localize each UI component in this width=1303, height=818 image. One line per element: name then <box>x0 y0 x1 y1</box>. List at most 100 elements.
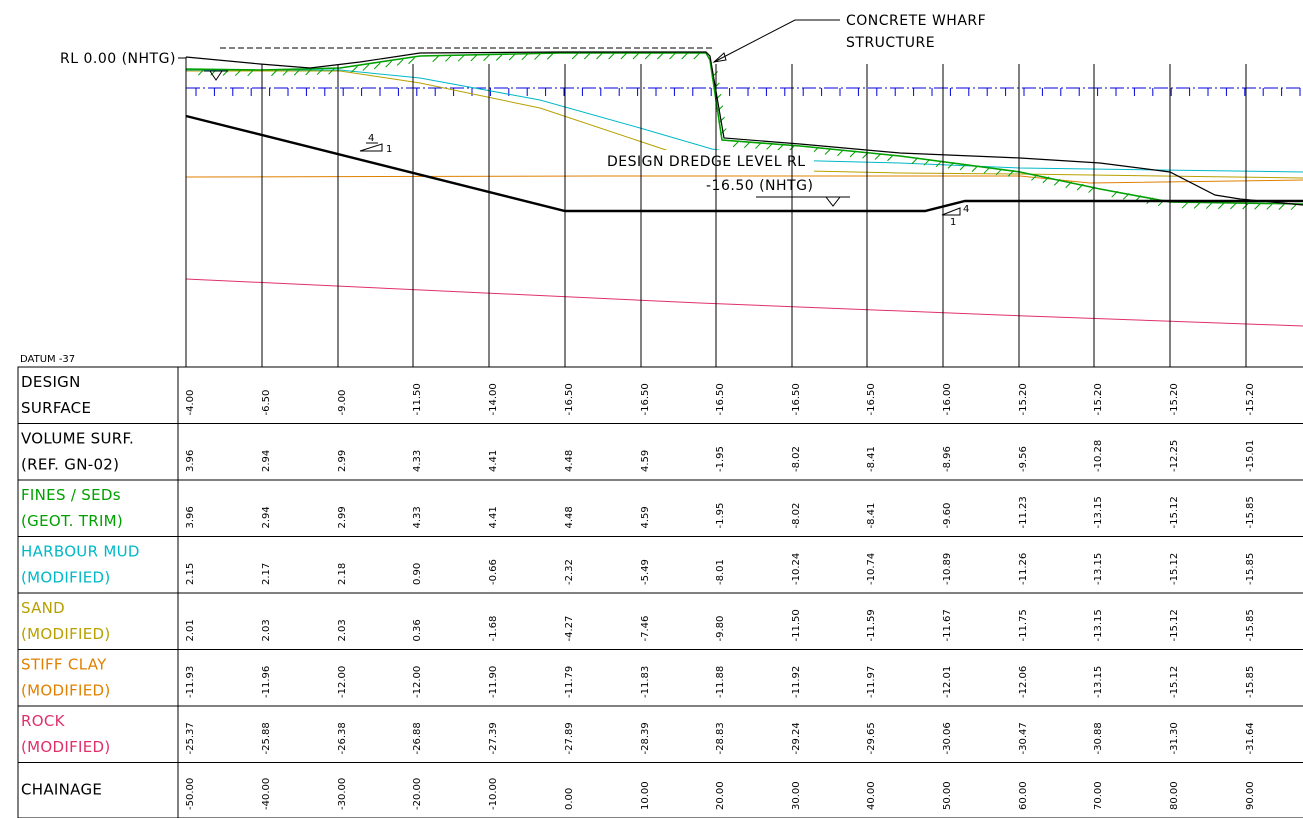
cell-volume: 4.33 <box>412 450 423 472</box>
row-label-clay: STIFF CLAY <box>21 656 107 674</box>
hatch-tick <box>1205 202 1213 209</box>
hatch-tick <box>247 69 255 77</box>
cell-rock: -30.06 <box>942 722 953 754</box>
hatch-tick <box>445 55 452 62</box>
hatch-tick <box>755 142 762 149</box>
hatch-tick <box>1193 202 1201 209</box>
cell-design: -16.50 <box>564 383 575 415</box>
slope-indicator-right: 4 1 <box>941 204 969 228</box>
dredge-level-triangle-icon <box>824 196 842 207</box>
hatch-tick <box>305 68 313 76</box>
hatch-tick <box>711 71 719 78</box>
cell-chainage: 30.00 <box>791 781 802 810</box>
profile-section: RL 0.00 (NHTG) CONCRETE WHARF STRUCTURE … <box>20 13 1303 365</box>
hatch-tick <box>681 52 689 60</box>
cell-chainage: 90.00 <box>1245 781 1256 810</box>
cell-chainage: 40.00 <box>866 781 877 810</box>
chainage-vertical-lines <box>185 57 1247 367</box>
hatch-tick <box>959 163 967 171</box>
row-sublabel-fines: (GEOT. TRIM) <box>21 512 123 530</box>
cell-volume: -8.41 <box>866 446 877 472</box>
hatch-tick <box>849 150 857 158</box>
cell-volume: -15.01 <box>1245 440 1256 472</box>
cell-fines: 4.33 <box>412 506 423 528</box>
cell-mud: -15.12 <box>1169 553 1180 585</box>
cell-chainage: 10.00 <box>640 781 651 810</box>
svg-text:4: 4 <box>963 204 969 215</box>
hatch-tick <box>1065 181 1073 189</box>
cell-mud: -2.32 <box>564 559 575 585</box>
hatch-tick <box>743 141 751 149</box>
hatch-tick <box>1218 202 1225 210</box>
cell-fines: -1.95 <box>715 503 726 529</box>
row-label-design: DESIGN <box>21 373 81 391</box>
hatch-tick <box>362 64 370 71</box>
cell-fines: 4.59 <box>640 506 651 528</box>
cell-mud: 0.90 <box>412 563 423 585</box>
row-label-chainage: CHAINAGE <box>21 781 102 799</box>
cell-design: -14.00 <box>488 383 499 415</box>
cell-sand: -15.12 <box>1169 609 1180 641</box>
svg-text:1: 1 <box>950 217 956 228</box>
row-sublabel-design: SURFACE <box>21 399 91 417</box>
hatch-tick <box>1122 192 1130 200</box>
hatch-tick <box>1007 170 1015 177</box>
cell-clay: -11.79 <box>564 666 575 698</box>
cell-rock: -30.88 <box>1093 722 1104 754</box>
cell-fines: -11.23 <box>1018 496 1029 528</box>
hatch-tick <box>483 54 490 61</box>
cell-volume: -8.96 <box>942 446 953 472</box>
cell-design: -4.00 <box>185 390 196 416</box>
hatch-tick <box>1254 202 1261 210</box>
cell-rock: -25.88 <box>261 722 272 754</box>
hatch-tick <box>496 54 503 61</box>
cell-sand: 2.01 <box>185 619 196 641</box>
hatch-tick <box>1076 183 1084 191</box>
cell-chainage: -30.00 <box>337 778 348 810</box>
cell-sand: 0.36 <box>412 619 423 641</box>
water-level-triangle-icon <box>209 70 223 81</box>
svg-text:4: 4 <box>368 133 374 144</box>
cell-sand: -4.27 <box>564 616 575 642</box>
cell-fines: 2.99 <box>337 506 348 528</box>
cell-sand: -11.59 <box>866 609 877 641</box>
hatch-tick <box>693 52 701 60</box>
row-label-rock: ROCK <box>21 712 66 730</box>
cell-design: -16.50 <box>640 383 651 415</box>
cell-sand: -11.67 <box>942 609 953 641</box>
cell-design: -16.50 <box>791 383 802 415</box>
cell-volume: -8.02 <box>791 446 802 472</box>
hatch-tick <box>1111 190 1119 198</box>
cell-mud: -0.66 <box>488 559 499 585</box>
cell-clay: -12.06 <box>1018 666 1029 698</box>
hatch-tick <box>1181 201 1189 209</box>
hatch-tick <box>1278 203 1286 210</box>
cell-design: -16.00 <box>942 383 953 415</box>
wharf-leader-arrow-icon <box>712 52 727 63</box>
cell-design: -6.50 <box>261 390 272 416</box>
row-sublabel-clay: (MODIFIED) <box>21 682 111 700</box>
cell-mud: 2.17 <box>261 563 272 585</box>
cell-fines: -13.15 <box>1093 496 1104 528</box>
hatch-tick <box>234 69 242 77</box>
slope-indicator-left: 4 1 <box>359 133 392 155</box>
hatch-tick <box>995 168 1003 176</box>
cell-mud: 2.15 <box>185 563 196 585</box>
cell-volume: 4.48 <box>564 450 575 472</box>
hatch-tick <box>632 52 640 60</box>
cell-chainage: -10.00 <box>488 778 499 810</box>
svg-text:1: 1 <box>386 144 392 155</box>
row-label-sand: SAND <box>21 599 65 617</box>
cell-chainage: 80.00 <box>1169 781 1180 810</box>
cell-chainage: -50.00 <box>185 778 196 810</box>
hatch-tick <box>546 52 554 60</box>
hatch-tick <box>656 52 664 60</box>
cell-sand: 2.03 <box>337 619 348 641</box>
hatch-tick <box>874 153 882 160</box>
cell-rock: -28.83 <box>715 722 726 754</box>
hatch-tick <box>328 67 335 75</box>
cell-mud: -5.49 <box>640 559 651 585</box>
cell-sand: -1.68 <box>488 616 499 642</box>
cell-clay: -11.96 <box>261 666 272 698</box>
hatch-tick <box>271 69 278 77</box>
